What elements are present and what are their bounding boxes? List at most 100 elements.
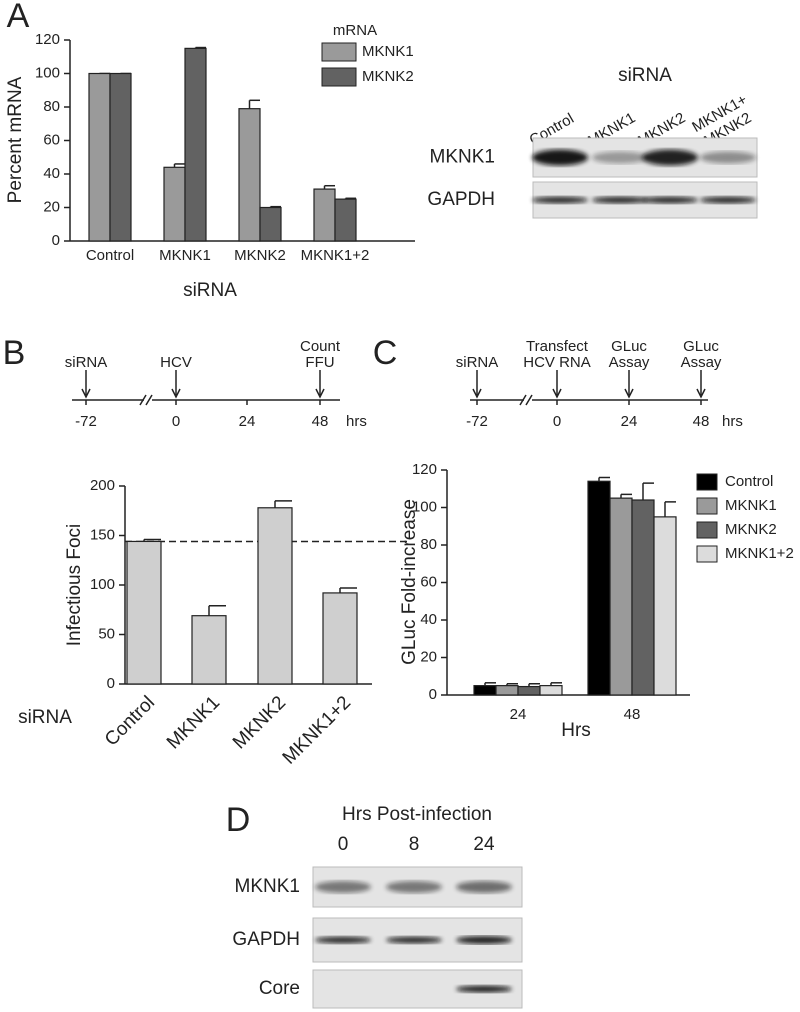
timeline-tick-label: -72	[75, 413, 97, 430]
y-axis-title: GLuc Fold-increase	[399, 499, 420, 665]
legend-swatch	[696, 521, 718, 539]
timeline-tick-label: 48	[693, 413, 710, 430]
bar	[238, 108, 261, 242]
y-tick-label: 20	[43, 198, 60, 215]
legend-swatch	[321, 67, 357, 87]
blot-band	[315, 881, 371, 893]
blot-band	[456, 936, 512, 944]
y-axis-title: Percent mRNA	[5, 76, 26, 203]
x-tick-label: Control	[86, 247, 134, 264]
bar	[631, 499, 655, 696]
x-tick-label: MKNK2	[229, 692, 290, 753]
bar	[257, 507, 293, 685]
timeline-label: HCV RNA	[523, 354, 591, 371]
timeline-label: GLuc	[611, 338, 647, 355]
x-axis-title: Hrs	[561, 720, 591, 741]
arrow-head	[315, 388, 325, 399]
blot-band	[456, 985, 512, 993]
bar	[88, 72, 111, 242]
legend-swatch	[696, 497, 718, 515]
bar	[587, 480, 611, 696]
y-tick-label: 80	[43, 98, 60, 115]
x-tick-label: MKNK1	[163, 692, 224, 753]
legend-label: MKNK2	[362, 68, 414, 85]
x-tick-label: Control	[101, 692, 159, 750]
row-label: MKNK1	[235, 876, 300, 897]
bar	[259, 206, 282, 242]
bar	[334, 198, 357, 242]
legend-label: MKNK1+2	[725, 545, 794, 562]
y-tick-label: 20	[420, 648, 437, 665]
blot-band	[315, 936, 371, 944]
row-label: MKNK1	[430, 147, 495, 168]
panel-letter: B	[3, 334, 26, 372]
bar	[163, 166, 186, 242]
blot-band	[386, 936, 442, 944]
legend-swatch	[696, 545, 718, 563]
y-tick-label: 80	[420, 536, 437, 553]
y-tick-label: 0	[107, 675, 115, 692]
blot-band	[456, 881, 512, 893]
x-axis-title: siRNA	[18, 707, 72, 728]
bar	[126, 540, 162, 685]
legend-swatch	[321, 42, 357, 62]
y-tick-label: 60	[43, 131, 60, 148]
legend-label: MKNK1	[362, 43, 414, 60]
legend-label: Control	[725, 473, 773, 490]
blot-band	[592, 196, 648, 204]
blot-band	[386, 881, 442, 893]
legend-label: MKNK2	[725, 521, 777, 538]
blot-title: Hrs Post-infection	[342, 804, 492, 825]
bar	[473, 685, 497, 696]
timeline-label: siRNA	[456, 354, 499, 371]
timeline-break	[519, 394, 527, 406]
bar	[539, 685, 563, 696]
bar	[517, 685, 541, 696]
y-tick-label: 100	[412, 498, 437, 515]
arrow-head	[552, 388, 562, 399]
x-tick-label: 24	[510, 706, 527, 723]
bar	[191, 615, 227, 685]
blot-band	[700, 196, 756, 204]
row-label: GAPDH	[427, 189, 495, 210]
y-tick-label: 0	[52, 232, 60, 249]
timeline-break	[525, 394, 533, 406]
timeline-tick-label: 0	[553, 413, 561, 430]
y-tick-label: 40	[43, 165, 60, 182]
lane-label: 8	[409, 834, 420, 855]
arrow-head	[696, 388, 706, 399]
arrow-head	[171, 388, 181, 399]
panel-letter: A	[7, 0, 30, 35]
y-tick-label: 60	[420, 573, 437, 590]
legend-swatch	[696, 473, 718, 491]
y-tick-label: 120	[35, 31, 60, 48]
x-tick-label: MKNK1	[159, 247, 211, 264]
y-tick-label: 100	[90, 576, 115, 593]
y-tick-label: 200	[90, 477, 115, 494]
row-label: Core	[259, 978, 300, 999]
bar	[109, 72, 132, 242]
arrow-head	[624, 388, 634, 399]
y-tick-label: 150	[90, 526, 115, 543]
panel-letter: D	[226, 801, 251, 839]
timeline-tick-label: 48	[312, 413, 329, 430]
legend-label: MKNK1	[725, 497, 777, 514]
bar	[495, 685, 519, 696]
timeline-tick-label: 24	[239, 413, 256, 430]
timeline-break	[145, 394, 153, 406]
timeline-tick-label: 0	[172, 413, 180, 430]
y-tick-label: 100	[35, 64, 60, 81]
bar	[653, 516, 677, 696]
legend-title: mRNA	[333, 22, 377, 39]
lane-label: 24	[473, 834, 495, 855]
lane-label: 0	[338, 834, 349, 855]
timeline-label: Assay	[681, 354, 722, 371]
x-axis-title: siRNA	[183, 280, 237, 301]
bar	[313, 188, 336, 242]
timeline-label: Count	[300, 338, 341, 355]
x-tick-label: MKNK1+2	[301, 247, 370, 264]
blot-band	[642, 149, 698, 166]
x-tick-label: MKNK2	[234, 247, 286, 264]
x-tick-label: MKNK1+2	[279, 692, 355, 768]
